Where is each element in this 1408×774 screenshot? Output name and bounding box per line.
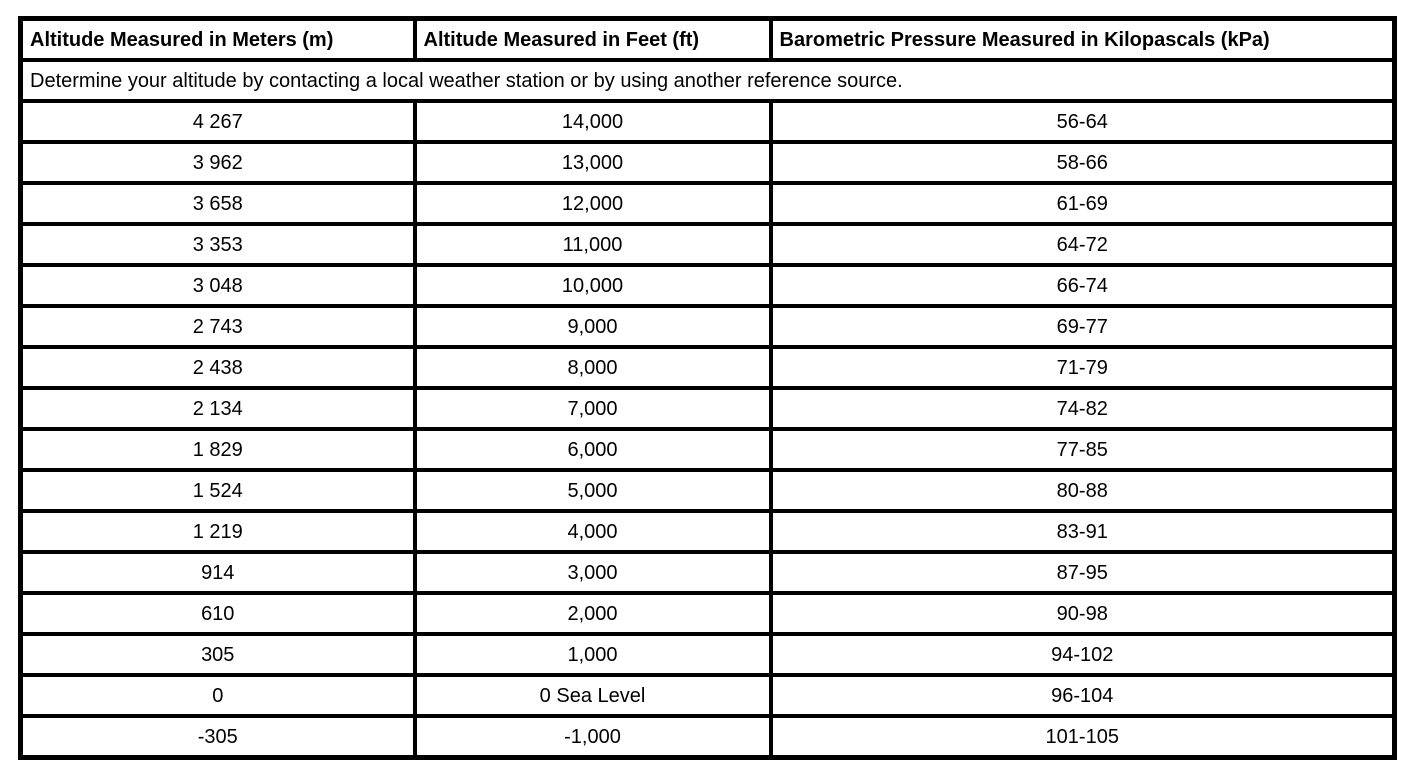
- table-row: 3 962 13,000 58-66: [18, 140, 1397, 185]
- table-row: 610 2,000 90-98: [18, 591, 1397, 636]
- cell-kpa: 96-104: [768, 673, 1397, 718]
- cell-kpa: 66-74: [768, 263, 1397, 308]
- table-row: 3 353 11,000 64-72: [18, 222, 1397, 267]
- header-meters: Altitude Measured in Meters (m): [18, 16, 417, 62]
- altitude-pressure-table-container: Altitude Measured in Meters (m) Altitude…: [18, 16, 1397, 760]
- cell-meters: 3 962: [18, 140, 417, 185]
- cell-kpa: 58-66: [768, 140, 1397, 185]
- cell-feet: 2,000: [412, 591, 773, 636]
- cell-meters: 1 829: [18, 427, 417, 472]
- cell-meters: 2 438: [18, 345, 417, 390]
- cell-feet: 14,000: [412, 99, 773, 144]
- cell-feet: 12,000: [412, 181, 773, 226]
- cell-feet: 8,000: [412, 345, 773, 390]
- cell-meters: 3 048: [18, 263, 417, 308]
- cell-kpa: 69-77: [768, 304, 1397, 349]
- cell-feet: 13,000: [412, 140, 773, 185]
- note-text: Determine your altitude by contacting a …: [18, 58, 1397, 103]
- cell-feet: 10,000: [412, 263, 773, 308]
- cell-feet: 7,000: [412, 386, 773, 431]
- header-kpa: Barometric Pressure Measured in Kilopasc…: [768, 16, 1397, 62]
- cell-feet: -1,000: [412, 714, 773, 760]
- cell-meters: -305: [18, 714, 417, 760]
- header-feet: Altitude Measured in Feet (ft): [412, 16, 773, 62]
- table-row: 1 219 4,000 83-91: [18, 509, 1397, 554]
- altitude-pressure-table: Altitude Measured in Meters (m) Altitude…: [18, 16, 1397, 760]
- cell-meters: 305: [18, 632, 417, 677]
- cell-feet: 0 Sea Level: [412, 673, 773, 718]
- table-body: 4 267 14,000 56-64 3 962 13,000 58-66 3 …: [18, 99, 1397, 760]
- header-row: Altitude Measured in Meters (m) Altitude…: [18, 16, 1397, 62]
- cell-kpa: 71-79: [768, 345, 1397, 390]
- cell-feet: 11,000: [412, 222, 773, 267]
- table-row: 3 048 10,000 66-74: [18, 263, 1397, 308]
- cell-meters: 610: [18, 591, 417, 636]
- cell-kpa: 80-88: [768, 468, 1397, 513]
- cell-kpa: 101-105: [768, 714, 1397, 760]
- cell-meters: 1 524: [18, 468, 417, 513]
- cell-kpa: 74-82: [768, 386, 1397, 431]
- cell-meters: 2 743: [18, 304, 417, 349]
- cell-meters: 3 658: [18, 181, 417, 226]
- table-row: 914 3,000 87-95: [18, 550, 1397, 595]
- table-row: 1 524 5,000 80-88: [18, 468, 1397, 513]
- table-row: 0 0 Sea Level 96-104: [18, 673, 1397, 718]
- cell-feet: 3,000: [412, 550, 773, 595]
- table-row: 4 267 14,000 56-64: [18, 99, 1397, 144]
- cell-kpa: 61-69: [768, 181, 1397, 226]
- cell-kpa: 90-98: [768, 591, 1397, 636]
- cell-meters: 2 134: [18, 386, 417, 431]
- table-row: 2 743 9,000 69-77: [18, 304, 1397, 349]
- cell-feet: 9,000: [412, 304, 773, 349]
- table-row: 305 1,000 94-102: [18, 632, 1397, 677]
- table-row: 3 658 12,000 61-69: [18, 181, 1397, 226]
- cell-meters: 0: [18, 673, 417, 718]
- cell-kpa: 87-95: [768, 550, 1397, 595]
- cell-meters: 914: [18, 550, 417, 595]
- cell-kpa: 56-64: [768, 99, 1397, 144]
- cell-meters: 1 219: [18, 509, 417, 554]
- cell-kpa: 77-85: [768, 427, 1397, 472]
- note-row: Determine your altitude by contacting a …: [18, 58, 1397, 103]
- cell-kpa: 83-91: [768, 509, 1397, 554]
- table-row: 2 438 8,000 71-79: [18, 345, 1397, 390]
- table-row: 1 829 6,000 77-85: [18, 427, 1397, 472]
- cell-meters: 3 353: [18, 222, 417, 267]
- cell-feet: 6,000: [412, 427, 773, 472]
- cell-kpa: 64-72: [768, 222, 1397, 267]
- cell-feet: 4,000: [412, 509, 773, 554]
- cell-meters: 4 267: [18, 99, 417, 144]
- cell-feet: 1,000: [412, 632, 773, 677]
- cell-kpa: 94-102: [768, 632, 1397, 677]
- cell-feet: 5,000: [412, 468, 773, 513]
- table-row: -305 -1,000 101-105: [18, 714, 1397, 760]
- table-row: 2 134 7,000 74-82: [18, 386, 1397, 431]
